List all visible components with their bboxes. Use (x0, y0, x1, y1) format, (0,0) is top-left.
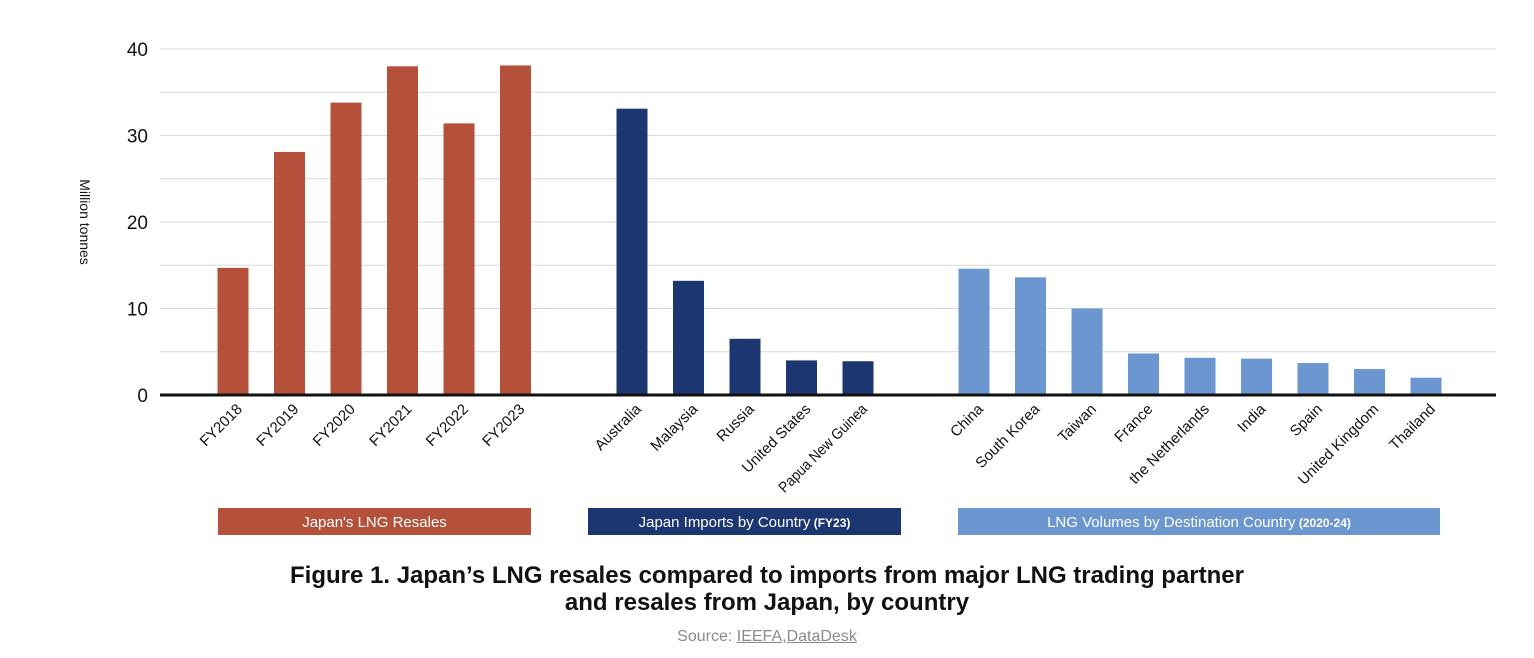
group-banner (588, 508, 901, 535)
bar (1410, 377, 1442, 395)
bar (1128, 353, 1159, 395)
x-tick-label: FY2020 (310, 401, 359, 450)
figure-title-line-2: and resales from Japan, by country (564, 589, 970, 616)
x-tick-label: France (1111, 401, 1156, 446)
x-tick-label: China (947, 400, 987, 440)
bar (500, 65, 531, 395)
bar (443, 123, 475, 395)
bar (1015, 277, 1046, 395)
category-labels: FY2018 FY2019 FY2020 FY2021 FY2022 FY2023 Aust… (197, 400, 1439, 496)
x-tick-label: Taiwan (1055, 401, 1100, 446)
bar (958, 268, 990, 395)
y-tick-label: 0 (137, 386, 148, 407)
figure-title: Figure 1. Japan’s LNG resales compared t… (0, 562, 1534, 616)
source-note: Source: IEEFA,DataDesk (0, 628, 1534, 646)
bar (786, 360, 817, 395)
x-tick-label: India (1234, 400, 1269, 435)
bar (616, 108, 648, 395)
y-tick-label: 20 (127, 213, 148, 234)
source-prefix: Source: (677, 628, 737, 645)
bar (217, 267, 249, 395)
x-tick-label: Russia (713, 400, 758, 445)
y-axis-ticks: 0 10 20 30 40 (127, 40, 148, 407)
y-tick-label: 40 (127, 40, 148, 61)
bar (387, 66, 418, 396)
bar (274, 151, 305, 395)
x-tick-label: FY2022 (423, 401, 472, 450)
x-tick-label: Malaysia (647, 400, 701, 454)
figure-title-line-1: Figure 1. Japan’s LNG resales compared t… (290, 562, 1244, 589)
source-link-datadesk[interactable]: DataDesk (786, 628, 857, 645)
bar (1071, 308, 1103, 395)
bars (217, 65, 1442, 396)
source-link-ieefa[interactable]: IEEFA (736, 628, 783, 645)
bar (842, 361, 874, 395)
bar (330, 102, 362, 395)
x-tick-label: FY2021 (366, 401, 415, 450)
x-tick-label: FY2023 (479, 401, 528, 450)
y-tick-label: 30 (127, 127, 148, 148)
bar (1354, 369, 1385, 395)
group-banner-label: LNG Volumes by Destination Country (2020… (1047, 514, 1351, 531)
x-tick-label: FY2018 (197, 401, 246, 450)
bar (729, 338, 761, 395)
group-banner (958, 508, 1440, 535)
y-axis-label: Million tonnes (77, 179, 93, 265)
group-banner (218, 508, 531, 535)
group-banner-label: Japan's LNG Resales (302, 514, 447, 531)
bar (1241, 358, 1272, 395)
x-tick-label: Spain (1287, 401, 1326, 440)
source-separator: , (782, 628, 787, 645)
x-tick-label: Australia (592, 400, 646, 454)
bar (1297, 362, 1329, 395)
bar (1184, 357, 1216, 395)
group-banner-label: Japan Imports by Country (FY23) (639, 514, 851, 531)
x-tick-label: FY2019 (253, 401, 302, 450)
y-tick-label: 10 (127, 300, 148, 321)
bar (673, 280, 704, 395)
x-tick-label: Thailand (1386, 401, 1439, 454)
group-labels: Japan's LNG Resales Japan Imports by Coun… (218, 508, 1440, 535)
gridlines (160, 48, 1496, 353)
